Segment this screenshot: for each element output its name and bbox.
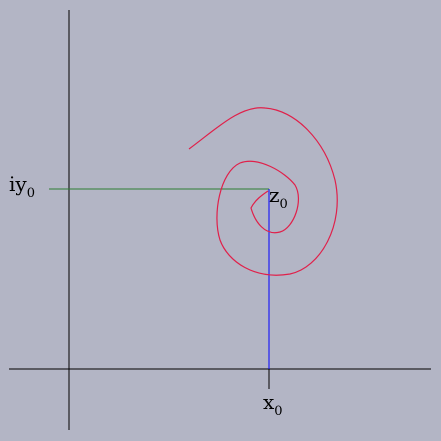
z0-label: z0 [269, 183, 288, 212]
x0-label: x0 [263, 390, 283, 419]
spiral-curve [188, 107, 338, 276]
iy0-label: iy0 [9, 172, 35, 201]
